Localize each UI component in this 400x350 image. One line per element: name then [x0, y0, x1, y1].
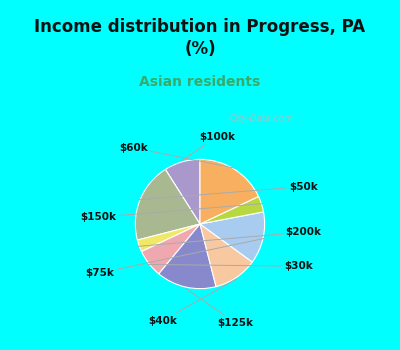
Wedge shape — [135, 169, 200, 240]
Text: $40k: $40k — [148, 279, 237, 326]
Text: $75k: $75k — [85, 238, 264, 278]
Text: Income distribution in Progress, PA
(%): Income distribution in Progress, PA (%) — [34, 18, 366, 58]
Text: Asian residents: Asian residents — [139, 75, 261, 89]
Wedge shape — [200, 224, 252, 287]
Text: $60k: $60k — [119, 143, 235, 168]
Text: $50k: $50k — [139, 182, 318, 200]
Text: $200k: $200k — [138, 227, 322, 246]
Wedge shape — [165, 159, 200, 224]
Wedge shape — [200, 196, 264, 224]
Wedge shape — [159, 224, 216, 289]
Text: $125k: $125k — [186, 288, 253, 328]
Text: $150k: $150k — [80, 204, 263, 222]
Wedge shape — [200, 159, 258, 224]
Text: $30k: $30k — [148, 261, 313, 271]
Wedge shape — [137, 224, 200, 252]
Wedge shape — [200, 212, 265, 262]
Wedge shape — [142, 224, 200, 274]
Text: $100k: $100k — [182, 132, 235, 161]
Text: City-Data.com: City-Data.com — [229, 114, 293, 123]
